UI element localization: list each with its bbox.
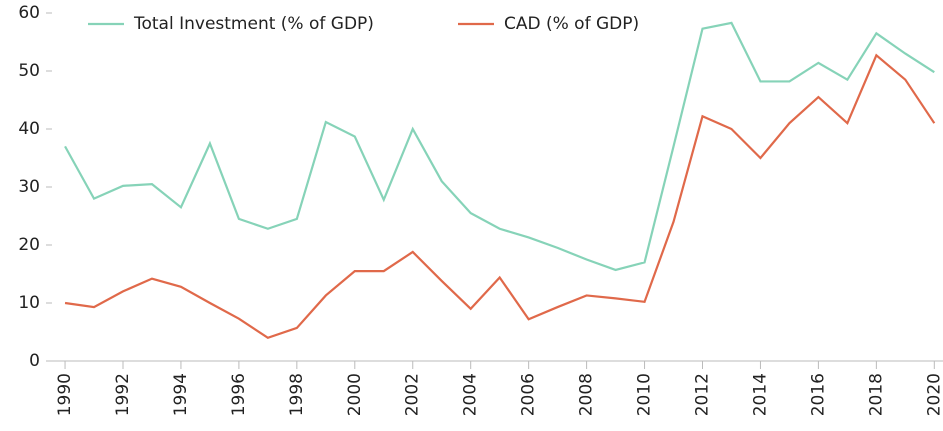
y-tick-label: 50 [18,61,40,81]
y-tick-label: 0 [29,351,40,371]
y-tick-label: 60 [18,3,40,23]
y-tick-label: 30 [18,177,40,197]
x-tick-label: 2004 [461,373,481,416]
series-line [64,53,936,340]
x-tick-label: 1996 [229,373,249,416]
x-tick-label: 2018 [866,373,886,416]
x-tick-label: 2016 [808,373,828,416]
x-tick-label: 2000 [345,373,365,416]
x-tick-label: 2006 [519,373,539,416]
x-tick-label: 1998 [287,373,307,416]
legend-label: CAD (% of GDP) [504,14,639,34]
x-tick-label: 2012 [693,373,713,416]
x-tick-label: 2010 [635,373,655,416]
x-tick-label: 2014 [750,373,770,416]
x-tick-label: 2008 [577,373,597,416]
x-tick-label: 1992 [113,373,133,416]
y-tick-label: 40 [18,119,40,139]
x-tick-label: 1990 [55,373,75,416]
x-tick-label: 2002 [403,373,423,416]
legend-label: Total Investment (% of GDP) [133,14,374,34]
y-tick-label: 10 [18,293,40,313]
y-tick-label: 20 [18,235,40,255]
x-tick-label: 1994 [171,373,191,416]
x-tick-label: 2020 [924,373,943,416]
series-line [64,21,935,272]
